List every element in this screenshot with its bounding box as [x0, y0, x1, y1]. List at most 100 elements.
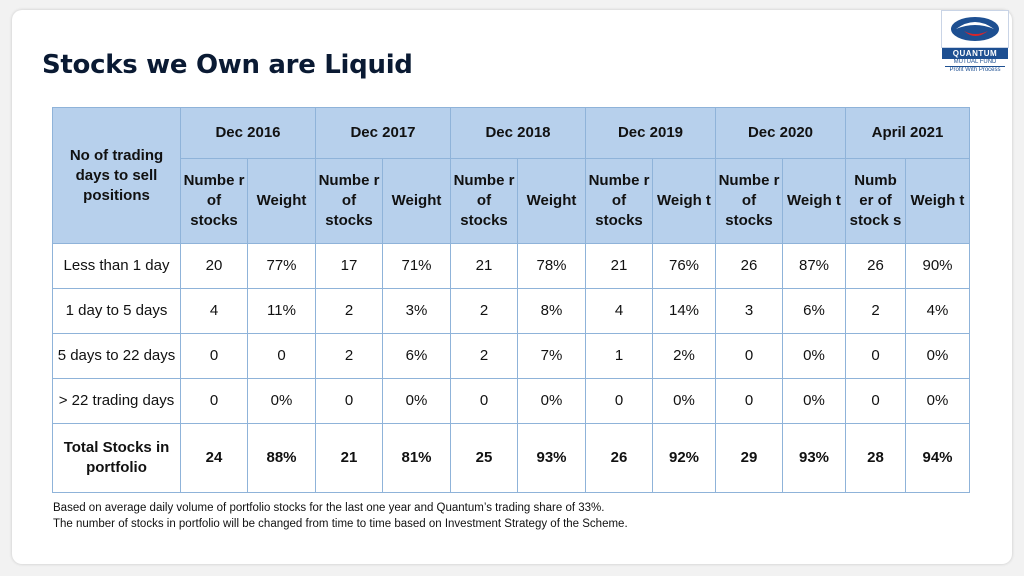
table-cell: 0%: [517, 378, 586, 424]
footnote-line: Based on average daily volume of portfol…: [53, 502, 605, 514]
table-cell: 2: [315, 333, 383, 379]
quantum-logo: QUANTUM MUTUAL FUND Profit With Process: [940, 10, 1010, 76]
table-cell: 28: [845, 423, 906, 493]
table-cell: 3: [715, 288, 783, 334]
sub-header-row: Numbe r of stocks Weight Numbe r of stoc…: [53, 158, 970, 244]
table-cell: 4: [180, 288, 248, 334]
footnotes: Based on average daily volume of portfol…: [53, 500, 628, 532]
table-cell: 29: [715, 423, 783, 493]
table-cell: 2: [450, 333, 518, 379]
period-header: Dec 2020: [715, 107, 846, 159]
logo-subtitle: MUTUAL FUND: [953, 59, 997, 65]
table-cell: 0: [247, 333, 316, 379]
logo-tagline: Profit With Process: [945, 66, 1005, 74]
table-cell: 21: [450, 243, 518, 289]
table-cell: 20: [180, 243, 248, 289]
table-row: Less than 1 day 20 77% 17 71% 21 78% 21 …: [52, 243, 970, 289]
table-cell: 76%: [652, 243, 716, 289]
table-cell: 7%: [517, 333, 586, 379]
table-cell: 0%: [782, 378, 846, 424]
period-header: Dec 2018: [450, 107, 586, 159]
row-label: Less than 1 day: [52, 243, 181, 289]
table-cell: 26: [715, 243, 783, 289]
table-cell: 4%: [905, 288, 970, 334]
table-cell: 0: [315, 378, 383, 424]
row-label: Total Stocks in portfolio: [52, 423, 181, 493]
table-cell: 93%: [782, 423, 846, 493]
table-cell: 94%: [905, 423, 970, 493]
sub-header-weight: Weigh t: [652, 158, 716, 244]
table-cell: 0%: [382, 378, 451, 424]
table-cell: 90%: [905, 243, 970, 289]
table-cell: 0: [180, 333, 248, 379]
sub-header-count: Numbe r of stocks: [180, 158, 248, 244]
row-label: 1 day to 5 days: [52, 288, 181, 334]
table-row: > 22 trading days 0 0% 0 0% 0 0% 0 0% 0 …: [52, 378, 970, 424]
table-cell: 4: [585, 288, 653, 334]
logo-name: QUANTUM: [942, 48, 1008, 59]
logo-mark-icon: [941, 10, 1009, 48]
table-cell: 71%: [382, 243, 451, 289]
period-header: Dec 2019: [585, 107, 716, 159]
sub-header-weight: Weight: [247, 158, 316, 244]
sub-header-count: Numbe r of stocks: [585, 158, 653, 244]
table-cell: 0%: [905, 333, 970, 379]
table-cell: 2: [315, 288, 383, 334]
table-cell: 8%: [517, 288, 586, 334]
table-cell: 0: [450, 378, 518, 424]
table-cell: 6%: [782, 288, 846, 334]
table-cell: 0: [715, 333, 783, 379]
sub-header-weight: Weight: [517, 158, 586, 244]
table-cell: 26: [845, 243, 906, 289]
table-cell: 81%: [382, 423, 451, 493]
footnote-line: The number of stocks in portfolio will b…: [53, 518, 628, 530]
row-label: > 22 trading days: [52, 378, 181, 424]
page-title: Stocks we Own are Liquid: [42, 50, 413, 80]
sub-header-count: Numbe r of stocks: [315, 158, 383, 244]
table-cell: 0%: [905, 378, 970, 424]
corner-header: No of trading days to sell positions: [52, 107, 181, 244]
table-cell: 93%: [517, 423, 586, 493]
table-cell: 6%: [382, 333, 451, 379]
table-cell: 0: [585, 378, 653, 424]
table-cell: 11%: [247, 288, 316, 334]
period-header: April 2021: [845, 107, 970, 159]
table-cell: 21: [315, 423, 383, 493]
row-label: 5 days to 22 days: [52, 333, 181, 379]
table-cell: 77%: [247, 243, 316, 289]
sub-header-count: Numb er of stock s: [845, 158, 906, 244]
table-cell: 3%: [382, 288, 451, 334]
table-row: 5 days to 22 days 0 0 2 6% 2 7% 1 2% 0 0…: [52, 333, 970, 379]
period-header: Dec 2017: [315, 107, 451, 159]
table-cell: 92%: [652, 423, 716, 493]
table-cell: 21: [585, 243, 653, 289]
table-row: 1 day to 5 days 4 11% 2 3% 2 8% 4 14% 3 …: [52, 288, 970, 334]
table-cell: 2%: [652, 333, 716, 379]
table-cell: 87%: [782, 243, 846, 289]
period-header-row: No of trading days to sell positions Dec…: [52, 107, 970, 244]
period-header: Dec 2016: [180, 107, 316, 159]
table-cell: 2: [450, 288, 518, 334]
table-cell: 0%: [652, 378, 716, 424]
table-cell: 0: [845, 333, 906, 379]
table-cell: 0%: [782, 333, 846, 379]
table-cell: 78%: [517, 243, 586, 289]
table-cell: 0%: [247, 378, 316, 424]
total-row: Total Stocks in portfolio 24 88% 21 81% …: [52, 423, 970, 493]
sub-header-weight: Weigh t: [905, 158, 970, 244]
table-cell: 17: [315, 243, 383, 289]
sub-header-weight: Weigh t: [782, 158, 846, 244]
table-cell: 1: [585, 333, 653, 379]
liquidity-table: No of trading days to sell positions Dec…: [52, 107, 970, 493]
table-cell: 0: [180, 378, 248, 424]
table-cell: 25: [450, 423, 518, 493]
sub-header-count: Numbe r of stocks: [450, 158, 518, 244]
table-cell: 88%: [247, 423, 316, 493]
sub-header-weight: Weight: [382, 158, 451, 244]
table-cell: 26: [585, 423, 653, 493]
table-cell: 0: [715, 378, 783, 424]
table-cell: 2: [845, 288, 906, 334]
table-cell: 0: [845, 378, 906, 424]
table-cell: 14%: [652, 288, 716, 334]
table-cell: 24: [180, 423, 248, 493]
